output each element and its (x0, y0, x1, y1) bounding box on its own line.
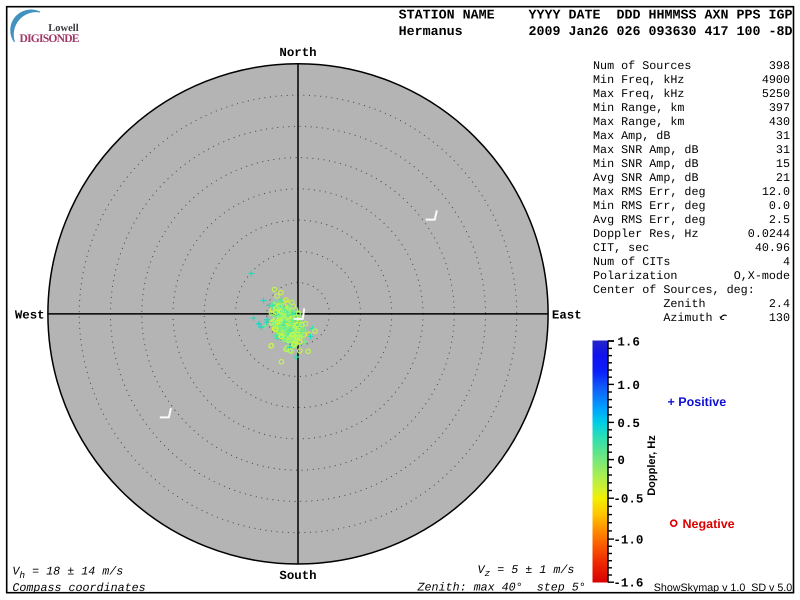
svg-text:YYYY DATE DDD HHMMSS AXN PPS: YYYY DATE DDD HHMMSS AXN PPS IGP (529, 9, 793, 24)
svg-text:Vz = 5 ± 1 m/s: Vz = 5 ± 1 m/s (478, 563, 575, 579)
svg-text:Max Amp, dB: Max Amp, dB (593, 129, 670, 143)
svg-text:West: West (15, 309, 45, 323)
svg-text:CIT, sec: CIT, sec (593, 241, 649, 255)
svg-text:South: South (279, 569, 316, 583)
svg-text:Negative: Negative (683, 517, 735, 531)
svg-text:STATION NAME: STATION NAME (399, 9, 495, 24)
svg-text:31: 31 (776, 129, 790, 143)
svg-text:Max RMS Err, deg: Max RMS Err, deg (593, 185, 706, 199)
svg-text:Zenith: max 40° step 5°: Zenith: max 40° step 5° (417, 580, 586, 594)
svg-text:Vh = 18 ± 14 m/s: Vh = 18 ± 14 m/s (12, 565, 123, 581)
svg-text:0: 0 (617, 454, 625, 468)
svg-text:12.0: 12.0 (762, 185, 790, 199)
svg-text:Min Freq, kHz: Min Freq, kHz (593, 73, 684, 87)
svg-text:130: 130 (769, 311, 790, 325)
svg-text:31: 31 (776, 143, 790, 157)
svg-text:Max Range, km: Max Range, km (593, 115, 684, 129)
svg-text:2.5: 2.5 (769, 213, 790, 227)
svg-text:0.5: 0.5 (617, 417, 640, 431)
svg-text:Azimuth: Azimuth (593, 311, 713, 325)
svg-text:15: 15 (776, 157, 790, 171)
svg-text:5250: 5250 (762, 87, 790, 101)
svg-text:Zenith: Zenith (593, 297, 706, 311)
svg-text:Min RMS Err, deg: Min RMS Err, deg (593, 199, 706, 213)
svg-text:0.0: 0.0 (769, 199, 790, 213)
svg-text:1.6: 1.6 (617, 336, 640, 350)
svg-text:Lowell: Lowell (48, 23, 78, 34)
svg-text:Compass coordinates: Compass coordinates (12, 581, 145, 595)
svg-text:Max Freq, kHz: Max Freq, kHz (593, 87, 684, 101)
svg-text:40.96: 40.96 (755, 241, 790, 255)
svg-text:1.0: 1.0 (617, 379, 640, 393)
svg-text:Center of Sources, deg:: Center of Sources, deg: (593, 283, 755, 297)
svg-text:Min Range, km: Min Range, km (593, 101, 684, 115)
svg-text:2009 Jan26 026 093630 417 100: 2009 Jan26 026 093630 417 100 -8D (529, 25, 793, 40)
svg-text:Doppler Res, Hz: Doppler Res, Hz (593, 227, 699, 241)
svg-text:Avg SNR Amp, dB: Avg SNR Amp, dB (593, 171, 699, 185)
svg-text:-1.0: -1.0 (613, 534, 643, 548)
svg-text:4900: 4900 (762, 73, 790, 87)
svg-text:Max SNR Amp, dB: Max SNR Amp, dB (593, 143, 699, 157)
svg-text:DIGISONDE: DIGISONDE (20, 32, 80, 45)
svg-text:397: 397 (769, 101, 790, 115)
svg-text:Min SNR Amp, dB: Min SNR Amp, dB (593, 157, 699, 171)
svg-text:Doppler, Hz: Doppler, Hz (646, 435, 658, 496)
svg-text:North: North (279, 46, 316, 60)
svg-text:-0.5: -0.5 (613, 493, 643, 507)
svg-text:Avg RMS Err, deg: Avg RMS Err, deg (593, 213, 706, 227)
svg-text:2.4: 2.4 (769, 297, 790, 311)
svg-text:O,X-mode: O,X-mode (734, 269, 790, 283)
svg-text:430: 430 (769, 115, 790, 129)
svg-text:+ Positive: + Positive (668, 395, 727, 409)
svg-text:4: 4 (783, 255, 790, 269)
svg-text:-1.6: -1.6 (613, 577, 643, 591)
svg-text:Polarization: Polarization (593, 269, 677, 283)
svg-text:Num of CITs: Num of CITs (593, 255, 670, 269)
svg-text:ShowSkymap v 1.0 SD v 5.0: ShowSkymap v 1.0 SD v 5.0 (654, 582, 792, 594)
svg-text:Num of Sources: Num of Sources (593, 59, 691, 73)
svg-text:0.0244: 0.0244 (748, 227, 790, 241)
svg-text:Hermanus: Hermanus (399, 25, 463, 40)
svg-text:398: 398 (769, 59, 790, 73)
svg-text:21: 21 (776, 171, 790, 185)
svg-text:East: East (552, 308, 582, 322)
